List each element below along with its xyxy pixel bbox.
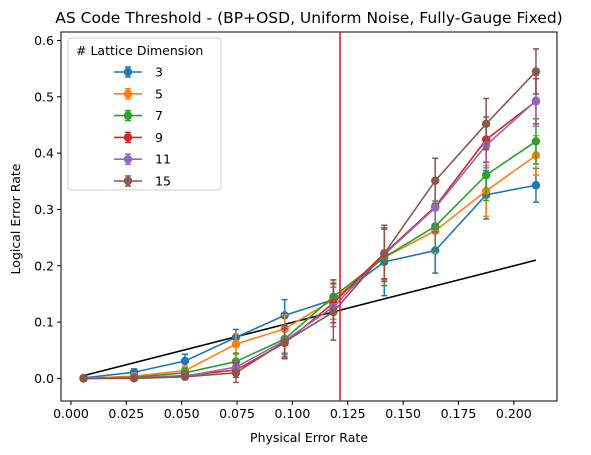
- y-tick-label: 0.1: [34, 315, 54, 330]
- series-line: [83, 70, 537, 380]
- data-point: [180, 356, 190, 366]
- data-point: [280, 337, 289, 347]
- x-axis-label: Physical Error Rate: [250, 430, 368, 445]
- x-tick-label: 0.000: [53, 406, 89, 421]
- legend-item: 7: [114, 108, 163, 123]
- x-tick-label: 0.025: [108, 406, 144, 421]
- legend-label: 11: [155, 152, 171, 167]
- y-tick-label: 0.3: [34, 202, 54, 217]
- legend-marker: [123, 67, 133, 77]
- legend-item: 5: [114, 86, 163, 101]
- legend-label: 5: [155, 86, 163, 101]
- legend-label: 15: [155, 174, 171, 189]
- series-line: [83, 184, 537, 379]
- legend-box: [67, 37, 222, 191]
- x-tick-label: 0.150: [385, 406, 421, 421]
- y-tick-label: 0.5: [34, 89, 54, 104]
- legend-item: 15: [114, 174, 171, 189]
- data-point: [481, 119, 491, 129]
- data-point: [231, 339, 241, 349]
- y-axis-label: Logical Error Rate: [8, 163, 23, 274]
- data-point: [481, 170, 491, 180]
- chart-title: AS Code Threshold - (BP+OSD, Uniform Noi…: [55, 9, 562, 27]
- x-tick-label: 0.050: [164, 406, 200, 421]
- data-point: [180, 372, 190, 381]
- data-point: [531, 137, 541, 146]
- data-point: [531, 67, 541, 76]
- legend-item: 9: [114, 130, 163, 145]
- legend: # Lattice Dimension 3 5 7 9 11 15: [67, 37, 222, 191]
- legend-label: 7: [155, 108, 163, 123]
- y-tick-label: 0.4: [34, 146, 54, 161]
- y-tick-label: 0.6: [34, 33, 54, 48]
- x-tick-label: 0.075: [219, 406, 255, 421]
- data-point: [431, 203, 440, 212]
- data-point: [431, 176, 440, 185]
- data-point: [129, 374, 139, 383]
- y-tick-label: 0.0: [34, 371, 54, 386]
- legend-marker: [123, 111, 133, 120]
- y-tick-label: 0.2: [34, 258, 54, 273]
- legend-marker: [123, 155, 133, 164]
- data-point: [531, 96, 541, 105]
- legend-marker: [123, 89, 133, 99]
- series-line: [83, 154, 537, 380]
- series-15: [79, 48, 541, 384]
- legend-title: # Lattice Dimension: [76, 43, 203, 58]
- x-tick-label: 0.125: [330, 406, 366, 421]
- x-tick-label: 0.100: [274, 406, 310, 421]
- data-point: [380, 249, 389, 258]
- series-line: [83, 140, 537, 380]
- plot-area: 0.000 0.025 0.050 0.075 0.100 0.125 0.150 0.175…: [34, 31, 558, 421]
- legend-item: 11: [114, 152, 171, 167]
- axes-frame: [60, 31, 558, 402]
- legend-item: 3: [114, 65, 163, 80]
- legend-label: 3: [155, 65, 163, 80]
- data-point: [79, 374, 88, 383]
- legend-label: 9: [155, 130, 163, 145]
- legend-marker: [123, 133, 133, 142]
- data-point: [231, 368, 241, 378]
- data-point: [531, 181, 541, 190]
- x-tick-label: 0.175: [441, 406, 477, 421]
- legend-marker: [123, 176, 133, 186]
- x-tick-label: 0.200: [496, 406, 532, 421]
- data-point: [329, 307, 338, 317]
